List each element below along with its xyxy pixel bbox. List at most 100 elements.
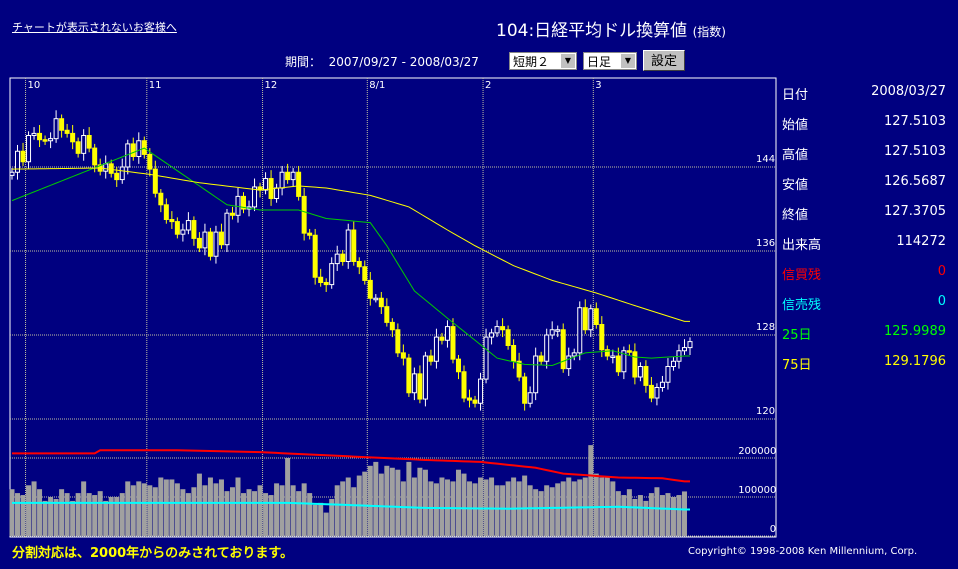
candle-body bbox=[163, 204, 169, 221]
candle-body bbox=[384, 306, 390, 323]
info-value: 126.5687 bbox=[883, 174, 946, 189]
volume-bar bbox=[263, 493, 269, 536]
volume-bar bbox=[108, 497, 114, 536]
candle-body bbox=[626, 350, 632, 353]
volume-bar bbox=[285, 458, 291, 536]
volume-bar bbox=[615, 491, 621, 536]
candle-body bbox=[147, 153, 153, 170]
volume-bar bbox=[246, 489, 252, 536]
volume-bar bbox=[637, 495, 643, 536]
candle-body bbox=[478, 378, 484, 404]
volume-bar bbox=[59, 489, 65, 536]
candle-body bbox=[31, 132, 37, 136]
volume-bar bbox=[290, 485, 296, 536]
volume-bar bbox=[643, 500, 649, 536]
volume-bar bbox=[119, 493, 125, 536]
candle-body bbox=[670, 360, 676, 367]
candle-body bbox=[218, 231, 224, 246]
split-note: 分割対応は、2000年からのみされております。 bbox=[12, 546, 294, 561]
candle-body bbox=[395, 329, 401, 354]
candle-body bbox=[588, 308, 594, 331]
candle-body bbox=[279, 171, 285, 189]
volume-bar bbox=[64, 493, 70, 536]
volume-bar bbox=[373, 461, 379, 536]
candle-body bbox=[119, 166, 125, 181]
volume-bar bbox=[681, 491, 687, 536]
candle-body bbox=[522, 376, 528, 404]
volume-bar bbox=[478, 477, 484, 536]
candle-body bbox=[64, 129, 70, 134]
info-value: 127.5103 bbox=[883, 144, 946, 159]
candle-body bbox=[26, 135, 32, 163]
candle-body bbox=[108, 163, 114, 174]
candle-body bbox=[422, 355, 428, 400]
candle-body bbox=[152, 168, 158, 194]
candle-body bbox=[450, 326, 456, 360]
candle-body bbox=[400, 352, 406, 359]
candle-body bbox=[92, 147, 98, 166]
candle-body bbox=[207, 231, 213, 257]
info-label: 日付 bbox=[782, 88, 809, 103]
volume-bar bbox=[224, 491, 230, 536]
candle-body bbox=[307, 232, 313, 236]
candle-body bbox=[70, 132, 76, 143]
candle-body bbox=[566, 355, 572, 370]
volume-bar bbox=[323, 512, 329, 536]
info-row: 日付 2008/03/27 bbox=[782, 84, 946, 103]
candle-body bbox=[158, 192, 164, 206]
info-row: 出来高 114272 bbox=[782, 234, 946, 253]
volume-bar bbox=[400, 481, 406, 536]
candle-body bbox=[323, 282, 329, 286]
candle-body bbox=[169, 219, 175, 223]
info-row: 安値 126.5687 bbox=[782, 174, 946, 193]
volume-bar bbox=[676, 495, 682, 536]
volume-bar bbox=[395, 469, 401, 536]
candle-body bbox=[659, 381, 665, 388]
volume-bar bbox=[439, 477, 445, 536]
term-select[interactable]: 短期２ ▼ bbox=[509, 52, 577, 70]
candle-body bbox=[191, 220, 197, 239]
margin-sell-line bbox=[12, 501, 690, 511]
volume-bar bbox=[472, 483, 478, 536]
month-label: 11 bbox=[148, 80, 162, 91]
price-tick-label: 136 bbox=[756, 238, 776, 249]
volume-bar bbox=[307, 493, 313, 536]
candle-body bbox=[505, 329, 511, 346]
candle-body bbox=[472, 399, 478, 404]
volume-bar bbox=[147, 485, 153, 536]
month-label: 2 bbox=[485, 80, 492, 91]
volume-bar bbox=[252, 491, 258, 536]
info-row: 75日 129.1796 bbox=[782, 354, 946, 373]
volume-bar bbox=[125, 481, 131, 536]
candle-body bbox=[538, 355, 544, 362]
set-button[interactable]: 設定 bbox=[643, 50, 685, 71]
candle-body bbox=[213, 231, 219, 257]
candle-body bbox=[103, 163, 109, 172]
candle-body bbox=[582, 307, 588, 331]
volume-bar bbox=[191, 487, 197, 536]
volume-bar bbox=[257, 485, 263, 536]
volume-bar bbox=[489, 477, 495, 536]
volume-bar bbox=[406, 461, 412, 536]
info-row: 高値 127.5103 bbox=[782, 144, 946, 163]
candle-body bbox=[527, 392, 533, 404]
volume-bar bbox=[648, 493, 654, 536]
candle-body bbox=[318, 276, 324, 283]
volume-bar bbox=[103, 500, 109, 536]
page-title: 104:日経平均ドル換算値 (指数) bbox=[496, 16, 726, 41]
candle-body bbox=[610, 355, 616, 358]
volume-bar bbox=[180, 489, 186, 536]
candle-body bbox=[500, 326, 506, 331]
period-label: 期間： bbox=[285, 55, 322, 69]
volume-bar bbox=[174, 483, 180, 536]
volume-bar bbox=[500, 485, 506, 536]
chart-help-link[interactable]: チャートが表示されないお客様へ bbox=[12, 21, 177, 34]
price-tick-label: 128 bbox=[756, 322, 776, 333]
interval-select[interactable]: 日足 ▼ bbox=[583, 52, 637, 70]
volume-bar bbox=[196, 473, 202, 536]
info-row: 終値 127.3705 bbox=[782, 204, 946, 223]
candle-body bbox=[136, 140, 142, 157]
volume-bar bbox=[433, 483, 439, 536]
candle-body bbox=[555, 329, 561, 332]
volume-bar bbox=[345, 477, 351, 536]
